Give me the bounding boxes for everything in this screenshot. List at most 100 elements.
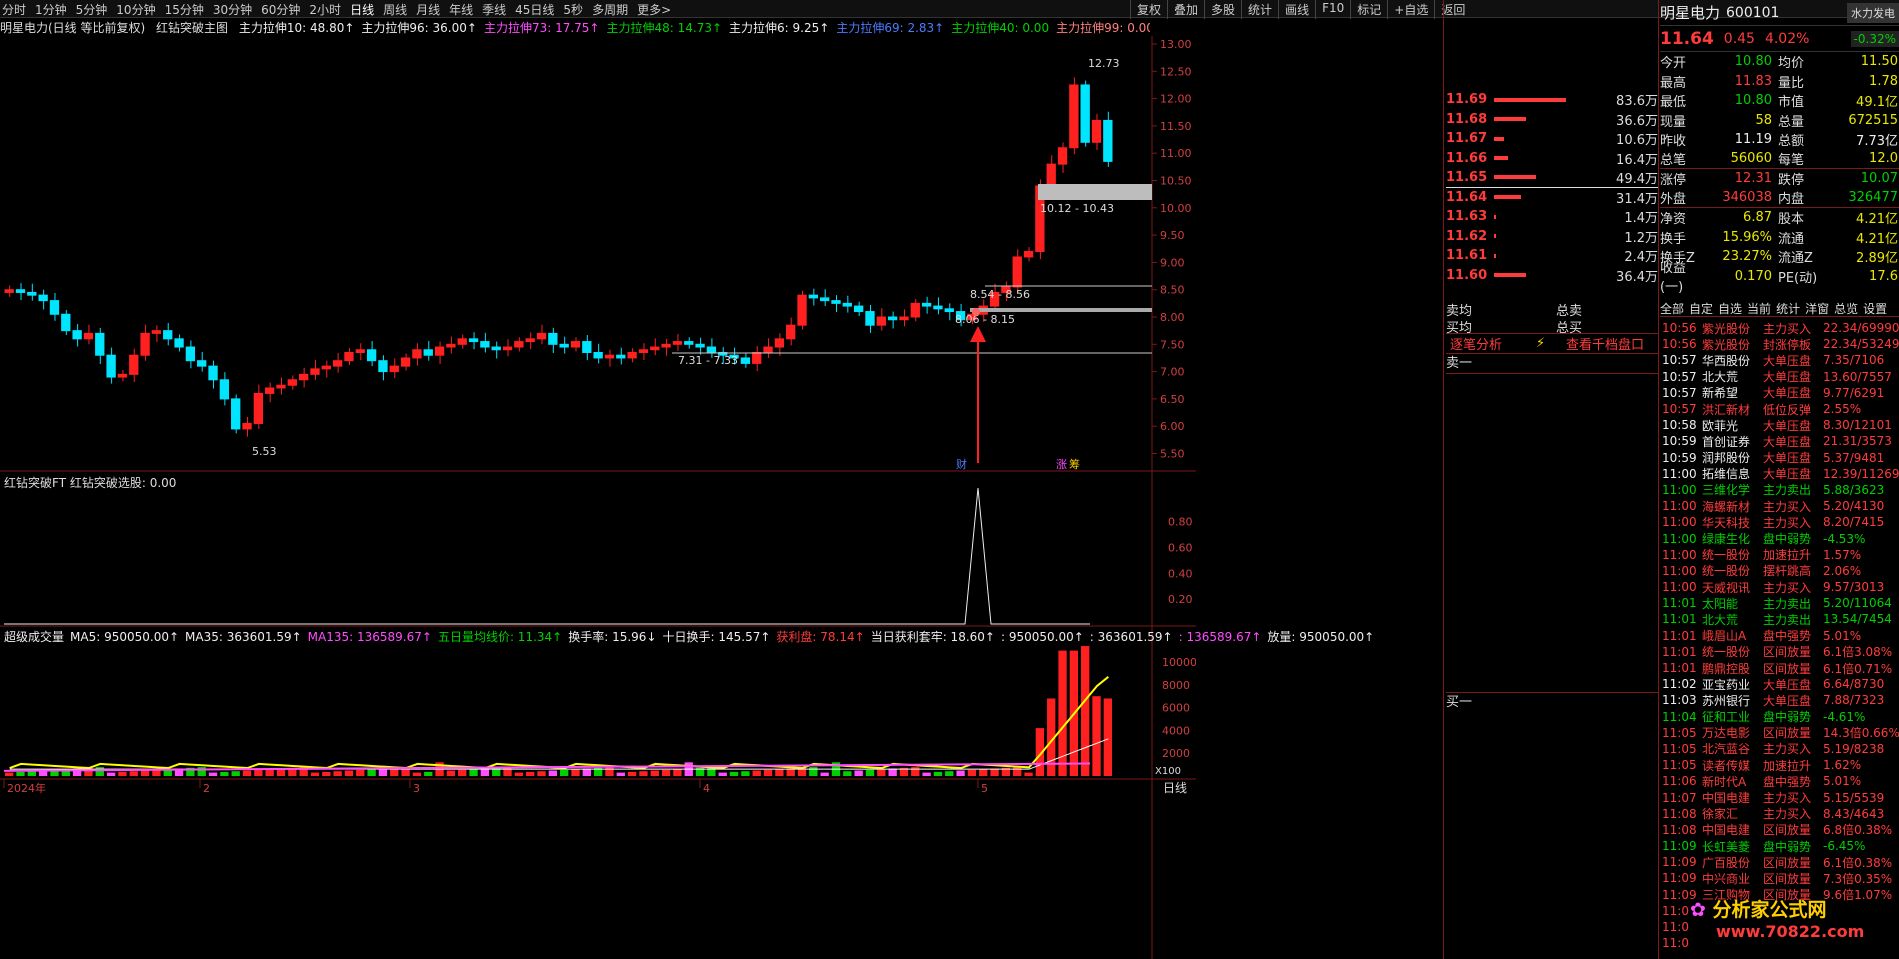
tick-row[interactable]: 11:0 [1662, 903, 1689, 918]
kline-chart[interactable]: 13.00 12.50 12.00 11.50 11.00 10.50 10.00 9.50 9… [0, 36, 1196, 959]
tool-button-3[interactable]: 统计 [1241, 0, 1278, 19]
tool-button-0[interactable]: 复权 [1130, 0, 1167, 19]
tick-row[interactable]: 11:04 征和工业 盘中弱势 -4.61% [1662, 709, 1866, 725]
tick-tab-0[interactable]: 全部 [1660, 302, 1685, 316]
tick-row[interactable]: 11:03 苏州银行 大单压盘 7.88/7323 [1662, 693, 1885, 708]
tick-row[interactable]: 11:05 北汽蓝谷 主力买入 5.19/8238 [1662, 741, 1885, 757]
tick-row[interactable]: 11:09 长虹美菱 盘中弱势 -6.45% [1662, 839, 1866, 854]
period-tab-3[interactable]: 10分钟 [116, 3, 156, 17]
tick-row[interactable]: 10:57 华西股份 大单压盘 7.35/7106 [1662, 353, 1885, 368]
tick-row[interactable]: 11:01 太阳能 主力卖出 5.20/11064 [1662, 596, 1892, 611]
tick-tab-2[interactable]: 自选 [1718, 302, 1743, 316]
period-tab-1[interactable]: 1分钟 [35, 3, 67, 17]
period-tab-6[interactable]: 60分钟 [261, 3, 301, 17]
tick-row[interactable]: 11:0 [1662, 936, 1689, 951]
volume-indicator-10: : 363601.59↑ [1089, 630, 1173, 644]
period-tab-14[interactable]: 5秒 [563, 3, 584, 17]
depth-button[interactable]: 查看千档盘口 [1566, 338, 1645, 353]
tick-row[interactable]: 11:02 亚宝药业 大单压盘 6.64/8730 [1662, 677, 1885, 692]
tick-row[interactable]: 11:00 天威视讯 主力买入 9.57/3013 [1662, 580, 1885, 595]
tick-row[interactable]: 11:00 统一股份 加速拉升 1.57% [1662, 547, 1862, 563]
tick-tab-7[interactable]: 总览 [1834, 302, 1859, 316]
tick-row[interactable]: 10:56 紫光股份 封涨停板 22.34/532494 [1662, 337, 1899, 352]
period-tab-9[interactable]: 周线 [383, 3, 408, 17]
tool-button-6[interactable]: 标记 [1350, 0, 1387, 19]
tick-row[interactable]: 10:58 欧菲光 大单压盘 8.30/12101 [1662, 418, 1892, 433]
period-tab-16[interactable]: 更多> [637, 3, 672, 17]
period-tab-2[interactable]: 5分钟 [75, 3, 108, 17]
period-tab-4[interactable]: 15分钟 [164, 3, 204, 17]
order-level[interactable]: 11.69 83.6万 [1446, 92, 1658, 110]
zone-label: 10.12 - 10.43 [1040, 202, 1114, 215]
candle [548, 332, 558, 345]
order-level[interactable]: 11.61 2.4万 [1446, 248, 1658, 266]
tick-row[interactable]: 11:08 徐家汇 主力买入 8.43/4643 [1662, 806, 1885, 822]
tick-row[interactable]: 11:09 广百股份 区间放量 6.1倍0.38% [1662, 855, 1893, 870]
tick-tab-8[interactable]: 设置 [1863, 302, 1888, 316]
tick-row[interactable]: 10:57 北大荒 大单压盘 13.60/7557 [1662, 369, 1892, 385]
tick-row[interactable]: 10:59 润邦股份 大单压盘 5.37/9481 [1662, 450, 1885, 466]
order-level[interactable]: 11.65 49.4万 [1446, 169, 1658, 188]
arrow-head [970, 326, 986, 342]
tick-row[interactable]: 10:56 紫光股份 主力买入 22.34/69990 [1662, 321, 1899, 336]
period-tab-8[interactable]: 日线 [350, 3, 375, 17]
tick-tab-4[interactable]: 统计 [1776, 302, 1801, 316]
tick-row[interactable]: 11:07 中国电建 主力买入 5.15/5539 [1662, 790, 1885, 806]
order-level[interactable]: 11.64 31.4万 [1446, 189, 1658, 207]
order-level[interactable]: 11.60 36.4万 [1446, 267, 1658, 285]
tick-row[interactable]: 11:01 北大荒 主力卖出 13.54/7454 [1662, 612, 1892, 627]
tick-tab-1[interactable]: 自定 [1689, 302, 1714, 316]
tick-row[interactable]: 10:57 洪汇新材 低位反弹 2.55% [1662, 402, 1862, 417]
tick-row[interactable]: 11:09 三江购物 区间放量 9.6倍1.07% [1662, 887, 1893, 903]
order-level[interactable]: 11.67 10.6万 [1446, 131, 1658, 149]
tick-row[interactable]: 11:00 三维化学 主力卖出 5.88/3623 [1662, 482, 1885, 498]
candle [366, 349, 377, 362]
tick-row[interactable]: 11:05 读者传媒 加速拉升 1.62% [1662, 758, 1862, 773]
tick-tab-3[interactable]: 当前 [1747, 302, 1772, 316]
order-level[interactable]: 11.63 1.4万 [1446, 209, 1658, 227]
price-tick: 9.50 [1160, 229, 1185, 242]
candle [1069, 84, 1079, 149]
tool-button-2[interactable]: 多股 [1204, 0, 1241, 19]
tick-row[interactable]: 11:05 万达电影 区间放量 14.3倍0.66% [1662, 725, 1899, 741]
period-tab-0[interactable]: 分时 [2, 3, 27, 17]
date-label: 2 [203, 782, 210, 795]
tick-row[interactable]: 11:00 海螺新材 主力买入 5.20/4130 [1662, 499, 1885, 514]
trade-analysis-button[interactable]: 逐笔分析 [1450, 338, 1503, 353]
order-level[interactable]: 11.66 16.4万 [1446, 150, 1658, 168]
period-tab-11[interactable]: 年线 [449, 3, 474, 17]
period-tab-10[interactable]: 月线 [416, 3, 441, 17]
candle [752, 351, 762, 364]
tool-button-4[interactable]: 画线 [1278, 0, 1315, 19]
volume-bar [310, 772, 320, 776]
tick-tab-6[interactable]: 洋窗 [1805, 302, 1830, 316]
tool-button-7[interactable]: +自选 [1387, 0, 1434, 19]
tool-button-8[interactable]: 返回 [1434, 0, 1471, 19]
period-tab-5[interactable]: 30分钟 [212, 3, 253, 17]
tool-button-1[interactable]: 叠加 [1167, 0, 1204, 19]
tick-row[interactable]: 11:00 华天科技 主力买入 8.20/7415 [1662, 515, 1885, 530]
candle [604, 354, 615, 359]
industry-badge[interactable]: 水力发电 [1847, 2, 1899, 23]
period-tab-12[interactable]: 季线 [482, 3, 507, 17]
tick-row[interactable]: 11:08 中国电建 区间放量 6.8倍0.38% [1662, 822, 1893, 838]
candle [423, 349, 433, 356]
tick-row[interactable]: 10:57 新希望 大单压盘 9.77/6291 [1662, 385, 1885, 401]
tick-row[interactable]: 11:01 统一股份 区间放量 6.1倍3.08% [1662, 644, 1893, 660]
order-level[interactable]: 11.62 1.2万 [1446, 228, 1658, 246]
tick-row[interactable]: 11:0 [1662, 920, 1689, 935]
tick-row[interactable]: 11:00 统一股份 摆杆跳高 2.06% [1662, 563, 1862, 579]
tool-button-5[interactable]: F10 [1315, 0, 1350, 19]
order-level[interactable]: 11.68 36.6万 [1446, 111, 1658, 129]
period-tab-7[interactable]: 2小时 [309, 3, 342, 17]
candle [887, 316, 898, 321]
period-tab-13[interactable]: 45日线 [515, 3, 555, 17]
tick-row[interactable]: 11:00 拓维信息 大单压盘 12.39/11269 [1662, 466, 1899, 482]
period-tab-15[interactable]: 多周期 [592, 3, 629, 17]
tick-row[interactable]: 11:01 峨眉山A 盘中强势 5.01% [1662, 628, 1862, 644]
tick-row[interactable]: 11:09 中兴商业 区间放量 7.3倍0.35% [1662, 871, 1893, 886]
tick-row[interactable]: 11:01 鹏鼎控股 区间放量 6.1倍0.71% [1662, 661, 1893, 676]
tick-row[interactable]: 10:59 首创证券 大单压盘 21.31/3573 [1662, 434, 1892, 449]
tick-row[interactable]: 11:00 绿康生化 盘中弱势 -4.53% [1662, 531, 1866, 547]
tick-row[interactable]: 11:06 新时代A 盘中强势 5.01% [1662, 774, 1862, 789]
